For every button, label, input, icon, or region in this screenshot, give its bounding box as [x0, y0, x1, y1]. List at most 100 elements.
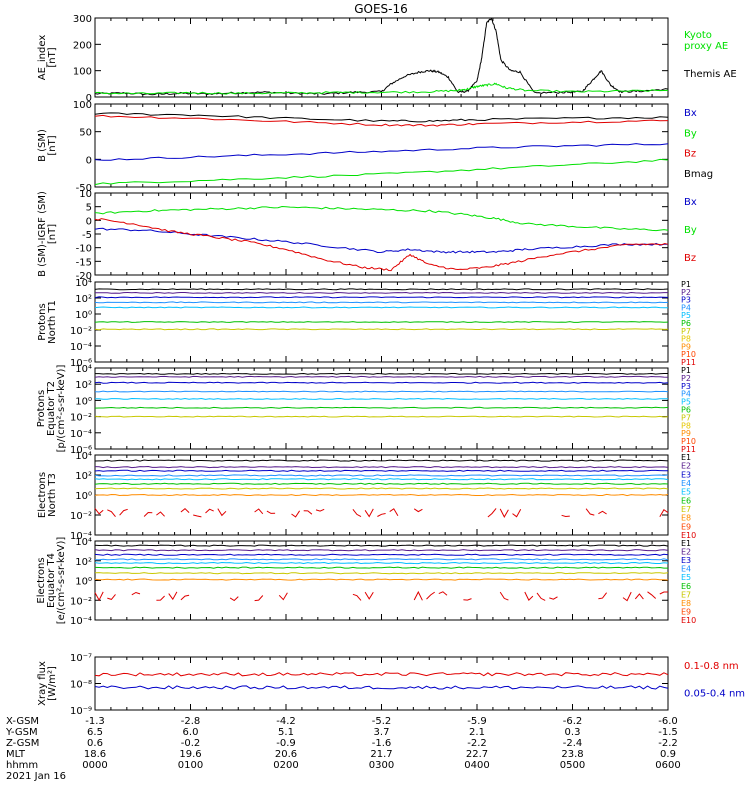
ephem-value: 2.1 [469, 727, 485, 738]
series-line [598, 592, 607, 600]
panel-frame [94, 540, 669, 621]
y-tick-label: 0 [86, 155, 92, 166]
legend-entry: E7 [681, 590, 691, 599]
series-line [352, 593, 362, 601]
ephem-value: 0000 [82, 760, 107, 771]
series-line [94, 544, 669, 547]
series-line [131, 591, 141, 596]
y-tick-label: 10⁻⁸ [70, 680, 92, 691]
date-label: 2021 Jan 16 [6, 771, 66, 782]
legend-entry: 0.05-0.4 nm [684, 688, 745, 699]
y-axis-label: North T3 [47, 473, 58, 517]
ephem-value: 0.9 [660, 749, 676, 760]
series-line [94, 82, 669, 95]
series-line [364, 508, 374, 518]
series-line [94, 459, 669, 462]
series-line [426, 591, 435, 600]
ephem-value: 18.6 [84, 749, 106, 760]
y-tick-label: 10⁴ [75, 278, 92, 289]
series-line [499, 591, 509, 601]
legend-entry: P11 [681, 358, 696, 367]
ephem-value: 6.5 [87, 727, 103, 738]
series-line [389, 508, 399, 517]
panel-frame [94, 367, 669, 450]
legend-entry: P1 [681, 366, 691, 375]
panel-3: 10 5 0 -5 -10 -15 -20 B (SM)-IGRF (SM) [nT] Bx By B… [37, 189, 697, 282]
ephem-value: 6.0 [183, 727, 199, 738]
legend-entry: E5 [681, 488, 691, 497]
series-line [119, 508, 128, 516]
series-line [413, 508, 423, 513]
series-line [413, 590, 423, 601]
legend-entry: E2 [681, 462, 691, 471]
ephem-value: -2.2 [467, 738, 487, 749]
y-tick-label: 10⁰ [75, 491, 92, 502]
series-line [94, 288, 669, 291]
ephem-row-label: Y-GSM [5, 727, 38, 738]
legend-entry: E7 [681, 505, 691, 514]
y-tick-label: 10⁴ [75, 451, 92, 462]
series-line [634, 593, 644, 600]
y-axis-label: North T1 [47, 300, 58, 344]
series-line [94, 296, 669, 299]
series-line [94, 114, 669, 127]
ephem-value: 0.3 [565, 727, 581, 738]
y-axis-label: Electrons [37, 472, 48, 518]
legend-entry: P5 [681, 311, 691, 320]
series-line [94, 591, 104, 602]
series-line [499, 508, 509, 518]
legend-entry: P9 [681, 429, 691, 438]
series-line [94, 321, 669, 323]
y-tick-label: 0 [86, 216, 92, 227]
ephem-value: 3.7 [374, 727, 390, 738]
y-axis-label: [e/(cm²-s-sr-keV)] [56, 537, 67, 625]
y-tick-label: 10⁰ [75, 310, 92, 321]
legend-entry: E8 [681, 514, 691, 523]
panel-4: 10⁴ 10² 10⁰ 10⁻² 10⁻⁴ 10⁻⁶ Protons North T1 P1P2… [37, 278, 696, 369]
legend-entry: P3 [681, 296, 691, 305]
y-tick-label: -50 [76, 183, 92, 194]
series-line [217, 508, 227, 517]
y-tick-label: 10⁻⁹ [70, 706, 92, 717]
legend-entry: P6 [681, 406, 691, 415]
series-line [94, 508, 104, 515]
y-tick-label: 10⁻⁴ [70, 531, 92, 542]
series-line [94, 572, 669, 575]
y-tick-label: 10² [75, 380, 92, 391]
legend-entry: E9 [681, 522, 691, 531]
series-line [364, 591, 374, 600]
ephem-value: -1.5 [658, 727, 678, 738]
series-line [598, 510, 607, 515]
legend-entry: E1 [681, 539, 691, 548]
ephem-value: -2.8 [181, 716, 201, 727]
ephem-row-label: X-GSM [6, 716, 39, 727]
legend-entry: P10 [681, 437, 696, 446]
series-line [94, 205, 669, 232]
y-tick-label: 0 [86, 93, 92, 104]
legend-entry: 0.1-0.8 nm [684, 661, 739, 672]
series-line [94, 301, 669, 304]
y-tick-label: -5 [82, 230, 92, 241]
y-tick-label: 10⁻⁴ [70, 342, 92, 353]
y-axis-label: Xray flux [37, 661, 48, 706]
series-line [659, 508, 669, 518]
legend-entry: P2 [681, 288, 691, 297]
panel-8: 10⁻⁷ 10⁻⁸ 10⁻⁹ Xray flux [W/m²] 0.1-0.8 nm 0.0… [37, 653, 745, 717]
ephem-value: 21.7 [370, 749, 392, 760]
y-axis-label: Protons [37, 303, 48, 340]
series-line [94, 465, 669, 469]
legend-entry: Bx [684, 108, 697, 119]
y-tick-label: 100 [73, 67, 92, 78]
legend-entry: P5 [681, 398, 691, 407]
series-line [524, 591, 534, 601]
legend-entry: E2 [681, 548, 691, 557]
y-tick-label: 10⁰ [75, 577, 92, 588]
series-line [94, 549, 669, 552]
series-line [352, 508, 362, 518]
series-line [303, 510, 313, 515]
series-line [156, 511, 165, 517]
series-line [659, 591, 668, 595]
legend-entry: E10 [681, 531, 696, 540]
ephem-row-label: hhmm [6, 760, 38, 771]
